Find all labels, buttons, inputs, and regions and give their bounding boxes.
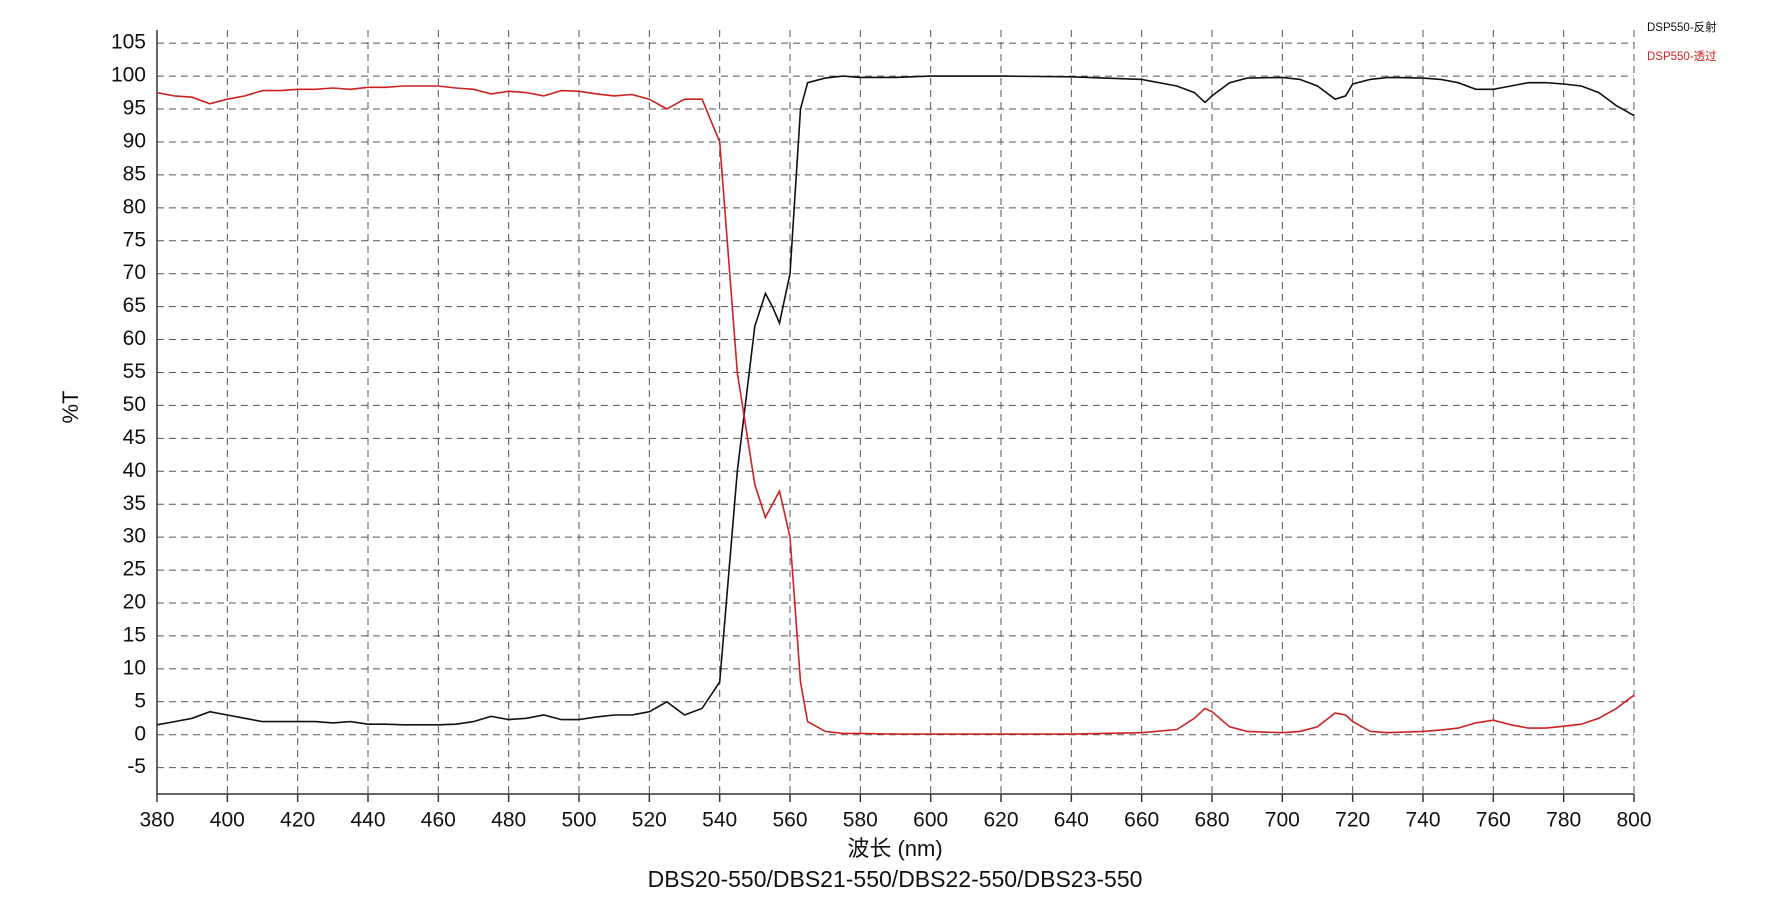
y-tick-label: 80 bbox=[123, 195, 146, 218]
x-tick-label: 400 bbox=[210, 809, 245, 832]
y-tick-label: 40 bbox=[123, 459, 146, 482]
y-tick-label: 105 bbox=[111, 31, 146, 54]
x-tick-label: 760 bbox=[1476, 809, 1511, 832]
x-tick-label: 720 bbox=[1335, 809, 1370, 832]
y-tick-label: 45 bbox=[123, 426, 146, 449]
y-tick-label: 0 bbox=[134, 722, 146, 745]
x-tick-label: 780 bbox=[1546, 809, 1581, 832]
legend-label: DSP550-反射 bbox=[1647, 20, 1717, 34]
x-axis-label: 波长 (nm) bbox=[847, 836, 942, 861]
chart-subtitle: DBS20-550/DBS21-550/DBS22-550/DBS23-550 bbox=[648, 866, 1143, 892]
y-axis-label: %T bbox=[58, 391, 83, 424]
x-tick-label: 500 bbox=[561, 809, 596, 832]
x-tick-label: 700 bbox=[1265, 809, 1300, 832]
y-tick-label: 100 bbox=[111, 64, 146, 87]
y-tick-label: 95 bbox=[123, 97, 146, 120]
y-tick-label: 15 bbox=[123, 623, 146, 646]
x-tick-label: 520 bbox=[632, 809, 667, 832]
legend-label: DSP550-透过 bbox=[1647, 50, 1717, 63]
data-line bbox=[156, 85, 1635, 735]
y-tick-label: 20 bbox=[123, 591, 146, 614]
x-tick-label: 540 bbox=[702, 809, 737, 832]
y-tick-label: -5 bbox=[127, 755, 146, 778]
x-tick-label: 620 bbox=[983, 809, 1018, 832]
x-tick-label: 660 bbox=[1124, 809, 1159, 832]
y-tick-label: 65 bbox=[123, 294, 146, 317]
x-tick-label: 420 bbox=[280, 809, 315, 832]
x-tick-label: 640 bbox=[1054, 809, 1089, 832]
x-tick-label: 740 bbox=[1405, 809, 1440, 832]
data-line bbox=[156, 75, 1635, 726]
y-tick-label: 75 bbox=[123, 228, 146, 251]
x-tick-label: 380 bbox=[139, 809, 174, 832]
y-tick-label: 70 bbox=[123, 261, 146, 284]
y-tick-label: 85 bbox=[123, 162, 146, 185]
y-tick-label: 10 bbox=[123, 656, 146, 679]
y-tick-label: 5 bbox=[134, 689, 146, 712]
x-tick-label: 560 bbox=[772, 809, 807, 832]
x-tick-label: 460 bbox=[421, 809, 456, 832]
x-tick-label: 800 bbox=[1616, 809, 1651, 832]
x-tick-label: 680 bbox=[1194, 809, 1229, 832]
y-tick-label: 25 bbox=[123, 558, 146, 581]
x-tick-label: 580 bbox=[843, 809, 878, 832]
y-tick-label: 30 bbox=[123, 525, 146, 548]
y-tick-label: 35 bbox=[123, 492, 146, 515]
y-tick-label: 50 bbox=[123, 393, 146, 416]
y-tick-label: 90 bbox=[123, 130, 146, 153]
x-tick-label: 440 bbox=[350, 809, 385, 832]
y-tick-label: 60 bbox=[123, 327, 146, 350]
x-tick-label: 600 bbox=[913, 809, 948, 832]
x-tick-label: 480 bbox=[491, 809, 526, 832]
y-tick-label: 55 bbox=[123, 360, 146, 383]
